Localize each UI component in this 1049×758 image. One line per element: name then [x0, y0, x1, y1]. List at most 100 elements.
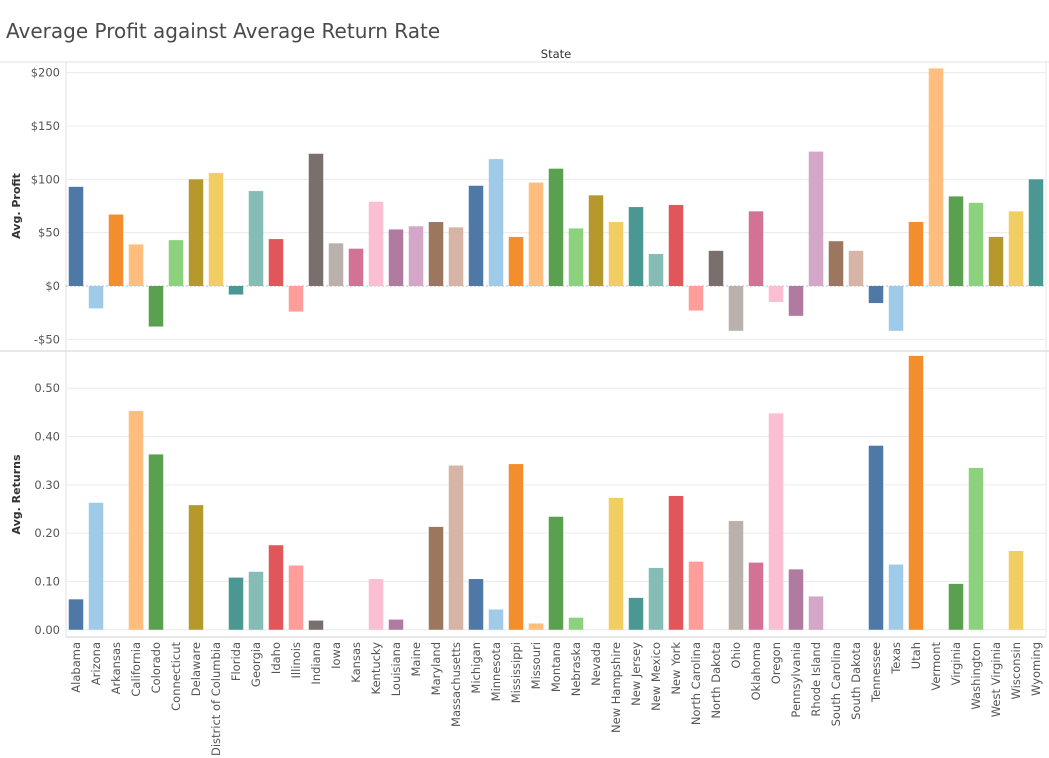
bar-oregon	[768, 413, 784, 630]
x-tick-label: Kansas	[349, 642, 363, 683]
bar-minnesota	[488, 609, 504, 630]
y-axis-label: Avg. Returns	[10, 454, 23, 534]
x-tick-label: Illinois	[289, 642, 303, 679]
x-tick-label: North Dakota	[709, 642, 723, 719]
y-tick-label: -$50	[34, 332, 60, 346]
x-tick-label: Florida	[229, 642, 243, 681]
bar-mississippi	[508, 464, 524, 630]
bar-louisiana	[388, 229, 404, 286]
bar-montana	[548, 516, 564, 630]
x-tick-label: North Carolina	[689, 642, 703, 725]
x-tick-label: New Jersey	[629, 642, 643, 706]
x-tick-label: Ohio	[729, 642, 743, 669]
bar-washington	[968, 202, 984, 286]
x-tick-label: Nebraska	[569, 642, 583, 696]
x-tick-label: New Hampshire	[609, 642, 623, 733]
x-tick-label: Arizona	[89, 642, 103, 685]
bar-delaware	[188, 179, 204, 286]
bar-kansas	[348, 248, 364, 286]
x-tick-label: Kentucky	[369, 642, 383, 695]
bar-oregon	[768, 286, 784, 302]
bar-rhode-island	[808, 596, 824, 630]
bar-arizona	[88, 286, 104, 309]
bar-tennessee	[868, 445, 884, 630]
bar-montana	[548, 168, 564, 286]
bar-minnesota	[488, 159, 504, 286]
bar-idaho	[268, 239, 284, 286]
bar-oklahoma	[748, 211, 764, 286]
panel-1: $200 $150 $100 $50 $0 -$50 Avg. Profit	[10, 66, 1046, 346]
x-tick-label: Virginia	[949, 642, 963, 685]
x-tick-label: Rhode Island	[809, 642, 823, 717]
y-tick-label: 0.00	[34, 623, 60, 637]
bar-indiana	[308, 620, 324, 630]
y-tick-label: 0.40	[34, 430, 60, 444]
panel-2: 0.50 0.40 0.30 0.20 0.10 0.00 Avg. Returns	[10, 355, 1046, 637]
y-tick-label: $200	[31, 66, 60, 80]
bar-louisiana	[388, 619, 404, 630]
y-tick-label: $150	[31, 119, 60, 133]
bar-new-jersey	[628, 597, 644, 630]
x-tick-label: Oregon	[769, 642, 783, 684]
x-tick-label: Tennessee	[869, 642, 883, 703]
bar-virginia	[948, 583, 964, 630]
x-tick-label: Minnesota	[489, 642, 503, 701]
x-tick-label: Maryland	[429, 642, 443, 695]
bar-georgia	[248, 191, 264, 286]
x-tick-label: Idaho	[269, 642, 283, 674]
bar-south-dakota	[848, 250, 864, 286]
bar-iowa	[328, 243, 344, 286]
x-tick-label: New York	[669, 642, 683, 695]
x-tick-label: Colorado	[149, 642, 163, 693]
bar-north-carolina	[688, 561, 704, 630]
bar-kentucky	[368, 201, 384, 286]
bar-oklahoma	[748, 562, 764, 630]
x-tick-label: Utah	[909, 642, 923, 669]
bar-missouri	[528, 182, 544, 286]
bar-wisconsin	[1008, 551, 1024, 630]
chart-title: Average Profit against Average Return Ra…	[6, 19, 441, 44]
bar-new-hampshire	[608, 497, 624, 630]
x-tick-label: Connecticut	[169, 642, 183, 711]
x-tick-label: Wisconsin	[1009, 642, 1023, 699]
x-tick-label: Delaware	[189, 642, 203, 696]
bar-vermont	[928, 68, 944, 287]
bar-pennsylvania	[788, 569, 804, 630]
bar-arkansas	[108, 214, 124, 286]
bar-arizona	[88, 502, 104, 630]
bar-rhode-island	[808, 151, 824, 286]
y-tick-label: 0.20	[34, 526, 60, 540]
x-axis-labels: Alabama Arizona Arkansas California Colorado…	[69, 642, 1043, 756]
x-tick-label: South Dakota	[849, 642, 863, 720]
x-tick-label: Wyoming	[1029, 642, 1043, 696]
x-tick-label: Vermont	[929, 642, 943, 691]
bar-massachusetts	[448, 227, 464, 286]
bar-tennessee	[868, 286, 884, 304]
x-tick-label: Indiana	[309, 642, 323, 685]
x-tick-label: Maine	[409, 642, 423, 677]
bar-new-york	[668, 204, 684, 286]
x-tick-label: Georgia	[249, 642, 263, 687]
y-tick-label: $50	[38, 226, 60, 240]
bar-wisconsin	[1008, 211, 1024, 286]
bar-michigan	[468, 579, 484, 630]
x-tick-label: Michigan	[469, 642, 483, 694]
bar-nevada	[588, 195, 604, 286]
bar-wyoming	[1028, 179, 1044, 286]
bar-mississippi	[508, 236, 524, 286]
bar-new-mexico	[648, 567, 664, 630]
bar-colorado	[148, 286, 164, 327]
x-tick-label: Washington	[969, 642, 983, 710]
bar-north-carolina	[688, 286, 704, 311]
bar-georgia	[248, 571, 264, 630]
bar-connecticut	[168, 240, 184, 286]
bar-illinois	[288, 286, 304, 312]
bar-nebraska	[568, 617, 584, 630]
y-tick-label: 0.10	[34, 574, 60, 588]
bar-alabama	[68, 599, 84, 630]
x-tick-label: Iowa	[329, 642, 343, 669]
bar-north-dakota	[708, 250, 724, 286]
bar-alabama	[68, 186, 84, 286]
y-tick-label: 0.50	[34, 381, 60, 395]
